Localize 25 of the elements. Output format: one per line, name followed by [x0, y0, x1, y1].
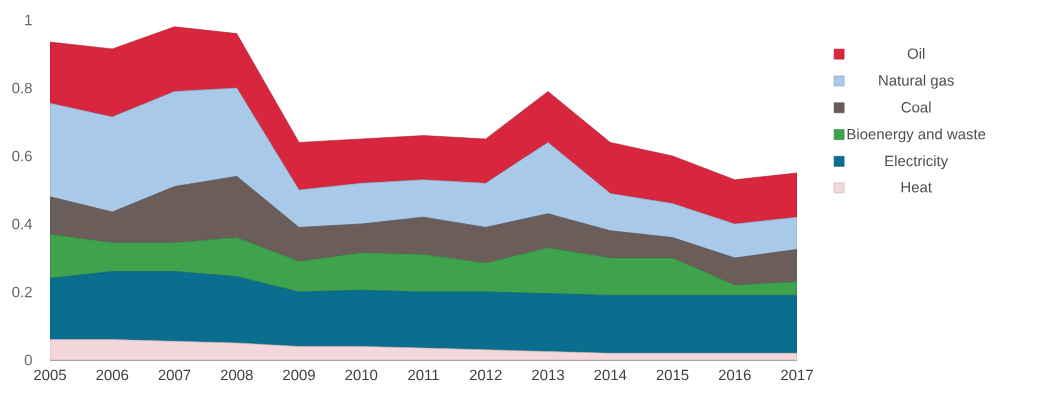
x-tick-label: 2007 [158, 369, 191, 381]
x-tick-label: 2009 [283, 369, 315, 381]
x-tick-label: 2012 [469, 369, 502, 381]
x-tick-label: 2017 [781, 369, 813, 381]
x-tick-label: 2008 [220, 369, 253, 381]
x-tick-label: 2010 [345, 369, 378, 381]
text: Coal [901, 101, 931, 113]
x-tick-label: 2006 [96, 369, 129, 381]
x-tick-label: 2014 [594, 369, 627, 381]
text: Heat [901, 182, 932, 193]
y-tick-label: 0.6 [12, 150, 32, 162]
legend-label: Natural gas [879, 74, 954, 89]
x-tick-label: 2013 [532, 369, 564, 381]
y-tick-label: 0.4 [12, 218, 33, 230]
x-tick-label: 2016 [718, 369, 751, 381]
x-tick-label: 2005 [34, 369, 66, 381]
y-tick-label: 0 [24, 354, 32, 366]
legend-label: Bioenergy and waste [847, 128, 986, 143]
x-tick-label: 2011 [408, 369, 439, 381]
y-tick-label: 0.2 [12, 286, 32, 298]
y-tick-label: 1 [25, 14, 32, 26]
text: Electricity [885, 155, 949, 170]
text: Oil [907, 47, 925, 59]
x-tick-label: 2015 [656, 369, 689, 381]
y-tick-label: 0.8 [12, 82, 32, 94]
